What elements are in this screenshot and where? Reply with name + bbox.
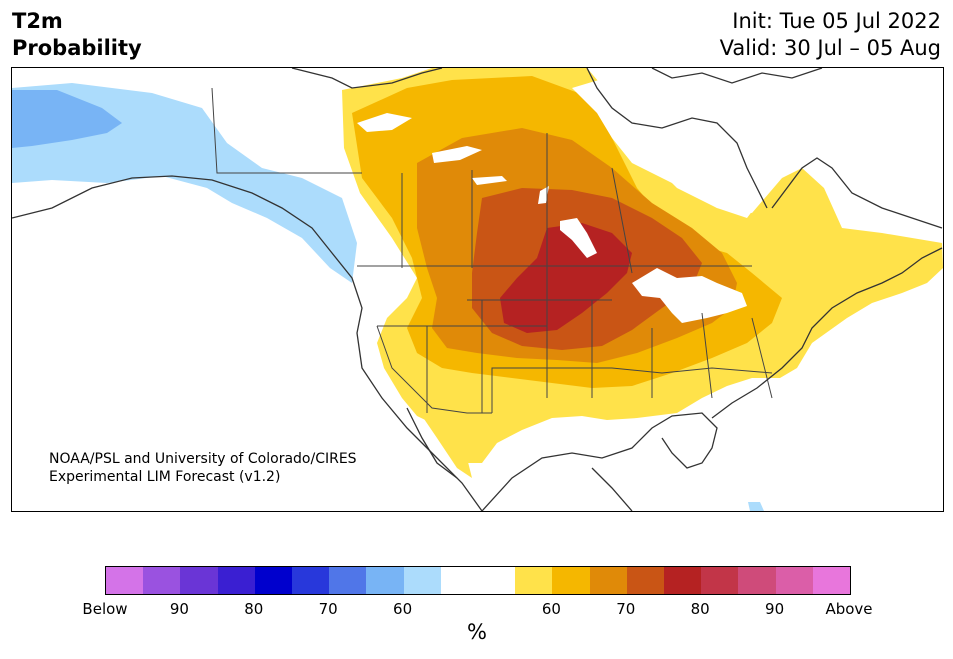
colorbar-segment — [106, 567, 144, 594]
colorbar-tick-label: 60 — [541, 600, 561, 618]
colorbar-segment — [812, 567, 851, 594]
colorbar-segment — [701, 567, 739, 594]
colorbar-tick-label: 60 — [393, 600, 413, 618]
colorbar-segment — [626, 567, 665, 594]
title-line-2: Probability — [12, 36, 142, 60]
colorbar — [105, 566, 851, 595]
warm-60-region-baja — [420, 393, 472, 478]
great-slave-lake — [357, 113, 412, 132]
lake-winnipeg-north — [472, 176, 507, 185]
colorbar-segment — [254, 567, 293, 594]
colorbar-segment — [217, 567, 255, 594]
cold-70-region-small — [748, 502, 764, 511]
coastlines — [12, 68, 943, 511]
title-line-1: T2m — [12, 9, 63, 33]
colorbar-unit: % — [467, 620, 487, 644]
forecast-dates: Init: Tue 05 Jul 2022 Valid: 30 Jul – 05… — [720, 8, 941, 62]
colorbar-tick-label: Above — [825, 600, 873, 618]
great-lakes — [632, 268, 747, 323]
colorbar-segment — [366, 567, 404, 594]
colorbar-segment — [329, 567, 367, 594]
cold-70-region — [12, 90, 122, 148]
colorbar-segment — [515, 567, 553, 594]
colorbar-tick-label: Below — [82, 600, 128, 618]
lake-manitoba — [538, 186, 549, 204]
colorbar-segment — [738, 567, 776, 594]
colorbar-segment — [552, 567, 590, 594]
credit-line-2: Experimental LIM Forecast (v1.2) — [49, 469, 281, 485]
probability-map — [12, 68, 943, 511]
map-panel — [11, 67, 944, 512]
political-borders — [211, 87, 773, 414]
lake-athabasca — [432, 146, 482, 163]
colorbar-segment — [589, 567, 627, 594]
credit-line-1: NOAA/PSL and University of Colorado/CIRE… — [49, 451, 357, 467]
hudson-bay — [572, 76, 762, 218]
colorbar-tick-label: 90 — [169, 600, 189, 618]
colorbar-segment — [478, 567, 516, 594]
lake-winnipeg — [560, 218, 597, 258]
colorbar-segment — [775, 567, 813, 594]
init-date: Init: Tue 05 Jul 2022 — [732, 9, 941, 33]
colorbar-segment — [180, 567, 218, 594]
warm-80-region — [500, 223, 632, 333]
colorbar-tick-label: 80 — [690, 600, 710, 618]
colorbar-segment — [440, 567, 479, 594]
colorbar-tick-label: 70 — [616, 600, 636, 618]
valid-date: Valid: 30 Jul – 05 Aug — [719, 36, 941, 60]
map-title: T2m Probability — [12, 8, 142, 62]
colorbar-tick-label: 90 — [765, 600, 785, 618]
colorbar-tick-label: 80 — [244, 600, 264, 618]
colorbar-segment — [143, 567, 181, 594]
colorbar-segment — [664, 567, 702, 594]
colorbar-segment — [292, 567, 330, 594]
map-credit: NOAA/PSL and University of Colorado/CIRE… — [49, 450, 357, 486]
colorbar-segment — [403, 567, 441, 594]
colorbar-tick-label: 70 — [318, 600, 338, 618]
